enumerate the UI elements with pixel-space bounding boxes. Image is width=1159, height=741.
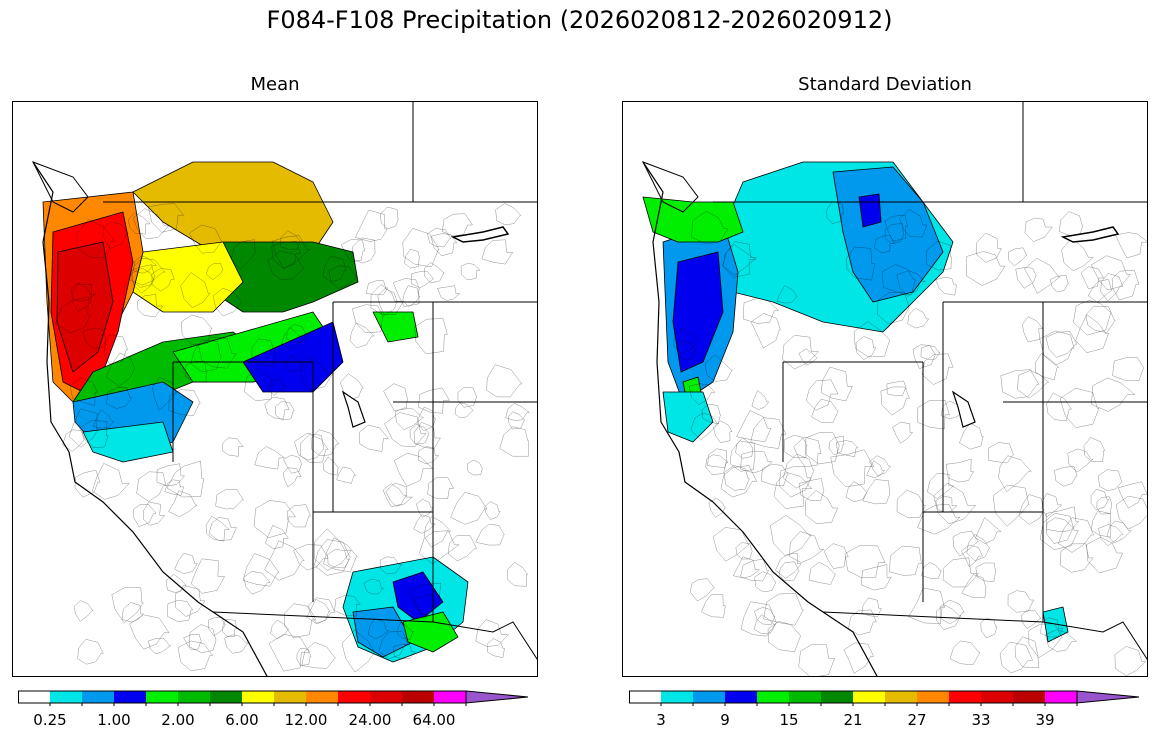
sd-great-salt-lake <box>951 390 976 428</box>
mean-tick-label: 1.00 <box>97 711 131 729</box>
sd-bin-11 <box>981 691 1013 703</box>
mean-s-az-green-shape <box>402 611 459 653</box>
sd-lake <box>1060 226 1120 243</box>
sd-coastline <box>642 161 878 676</box>
sd-bin-4 <box>757 691 789 703</box>
mean-bin-6 <box>210 691 242 703</box>
mean-tick-label: 24.00 <box>348 711 392 729</box>
mean-bin-extend <box>465 690 529 704</box>
mean-bin-0 <box>18 691 50 703</box>
mean-map <box>12 101 538 677</box>
mean-bin-11 <box>370 691 402 703</box>
mean-northern-rockies-shape <box>132 161 334 253</box>
sd-nor-cal-sd-shape <box>662 391 714 443</box>
mean-great-salt-lake <box>341 390 366 428</box>
mean-bin-8 <box>274 691 306 703</box>
mean-tick-label: 2.00 <box>161 711 195 729</box>
mean-bin-4 <box>146 691 178 703</box>
sd-panel-title: Standard Deviation <box>798 74 972 95</box>
mean-tick-label: 6.00 <box>225 711 259 729</box>
sd-olympic-sd-shape <box>642 196 744 243</box>
mean-state-borders <box>103 102 537 660</box>
mean-bin-9 <box>306 691 338 703</box>
mean-bin-10 <box>338 691 370 703</box>
mean-vancouver-island <box>31 161 89 213</box>
sd-bin-6 <box>821 691 853 703</box>
sd-bin-12 <box>1013 691 1045 703</box>
sd-map <box>622 101 1148 677</box>
sd-vancouver-island <box>641 161 699 213</box>
mean-bin-13 <box>434 691 466 703</box>
mean-panel-title: Mean <box>250 74 300 95</box>
mean-bin-5 <box>178 691 210 703</box>
mean-coastline <box>32 161 268 676</box>
mean-bin-1 <box>50 691 82 703</box>
mean-se-az-core-shape <box>392 571 444 623</box>
sd-bin-2 <box>693 691 725 703</box>
mean-bin-12 <box>402 691 434 703</box>
mean-tick-label: 0.25 <box>33 711 67 729</box>
mean-colorbar <box>18 690 529 706</box>
sd-bin-5 <box>789 691 821 703</box>
sd-bin-13 <box>1045 691 1077 703</box>
sd-montana-peak-shape <box>858 193 882 228</box>
sd-tick-label: 9 <box>720 711 730 729</box>
sd-tick-label: 3 <box>656 711 666 729</box>
sd-colorbar <box>629 690 1140 706</box>
mean-lake <box>450 226 510 243</box>
mean-watersheds <box>55 203 531 673</box>
sd-bin-7 <box>853 691 885 703</box>
sd-tick-label: 21 <box>843 711 863 729</box>
mean-wyoming-w-shape <box>242 321 344 393</box>
mean-bin-7 <box>242 691 274 703</box>
sd-bin-9 <box>917 691 949 703</box>
mean-olympic-shape <box>56 241 114 373</box>
sd-bin-1 <box>661 691 693 703</box>
mean-map-svg <box>31 102 537 676</box>
mean-bin-2 <box>82 691 114 703</box>
sd-state-borders <box>713 102 1147 660</box>
sd-watersheds <box>673 201 1147 676</box>
sd-bin-0 <box>629 691 661 703</box>
figure-title: F084-F108 Precipitation (2026020812-2026… <box>266 6 893 34</box>
sd-tick-label: 39 <box>1035 711 1055 729</box>
sd-tick-label: 15 <box>779 711 799 729</box>
mean-sierra-n-shape <box>82 421 174 463</box>
mean-nebraska-nw-shape <box>372 311 419 343</box>
sd-bin-10 <box>949 691 981 703</box>
sd-bin-8 <box>885 691 917 703</box>
sd-map-svg <box>641 102 1147 676</box>
sd-tick-label: 27 <box>907 711 927 729</box>
sd-tick-label: 33 <box>971 711 991 729</box>
mean-bin-3 <box>114 691 146 703</box>
sd-bin-3 <box>725 691 757 703</box>
mean-tick-label: 64.00 <box>412 711 456 729</box>
mean-tick-label: 12.00 <box>284 711 328 729</box>
sd-bin-extend <box>1076 690 1140 704</box>
